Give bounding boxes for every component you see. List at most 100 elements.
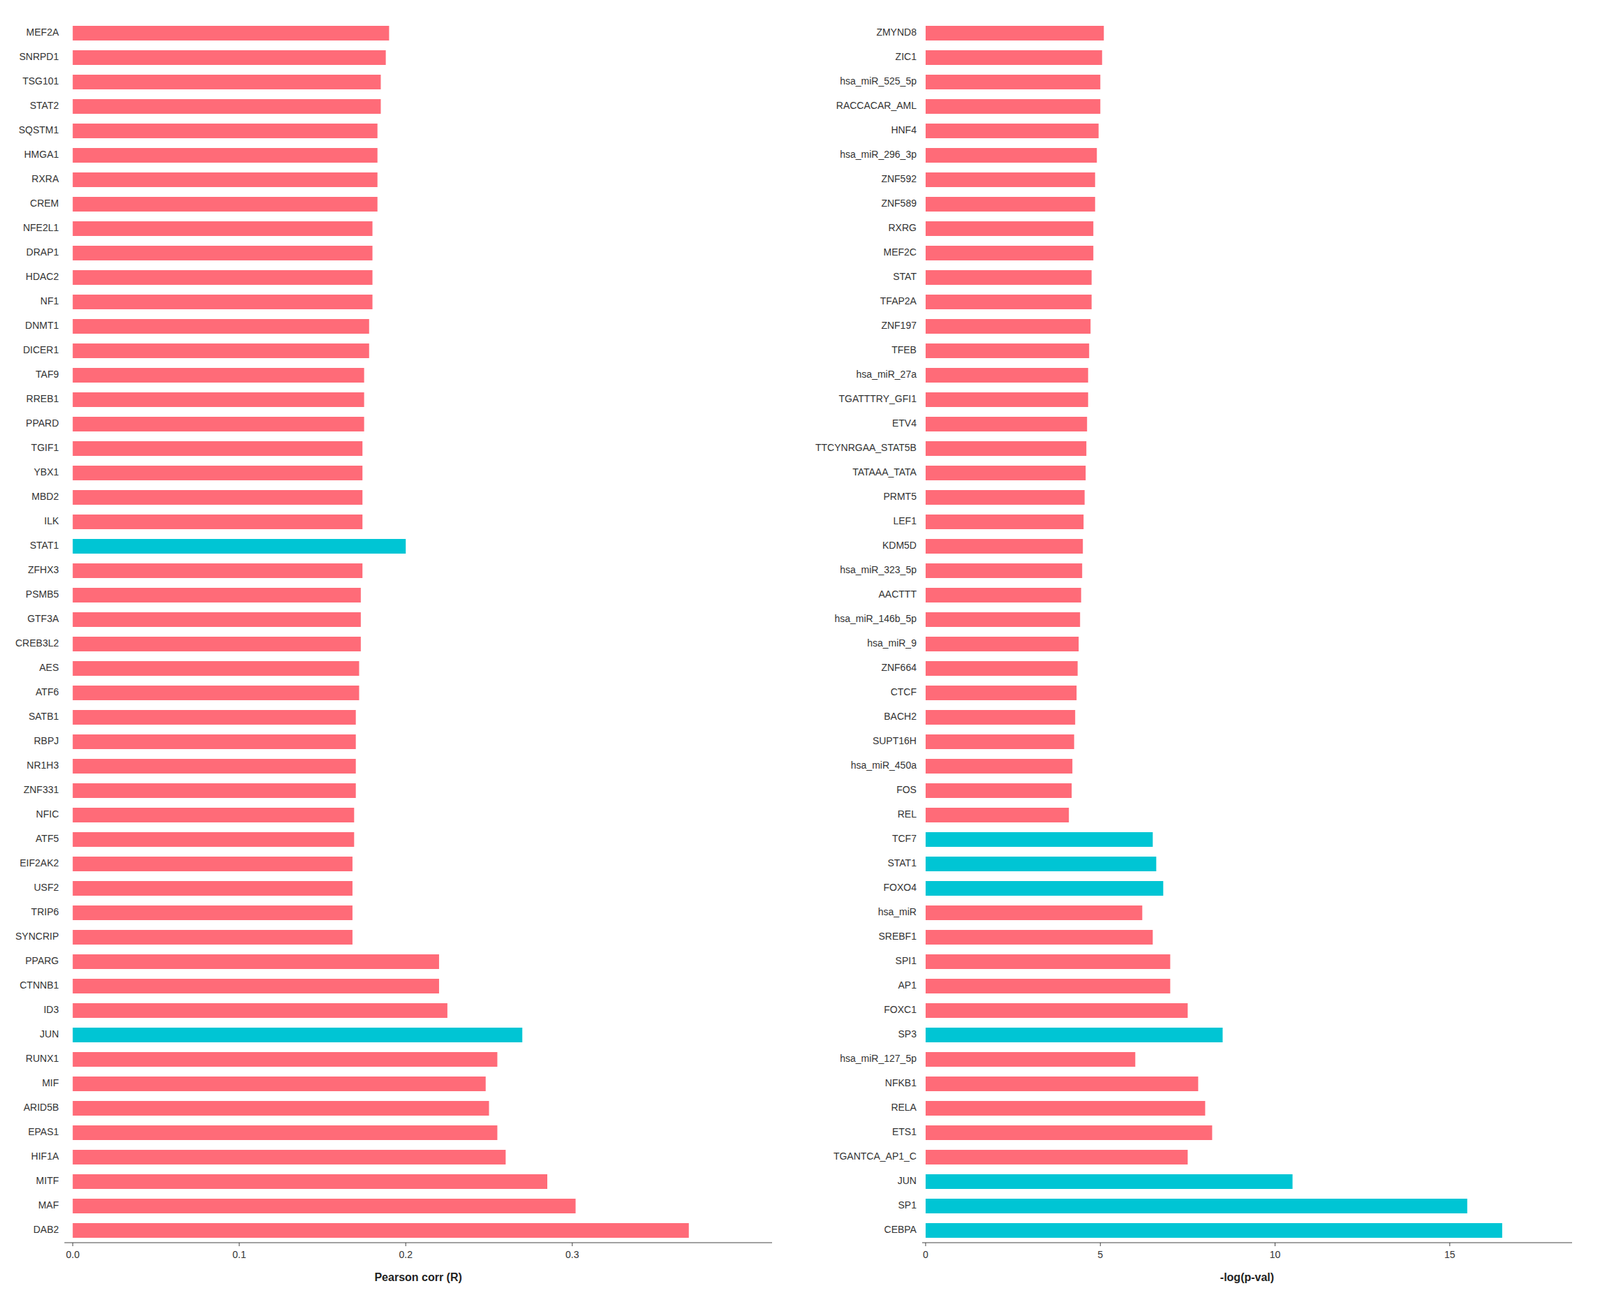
bar [925, 172, 1096, 188]
bar [72, 709, 356, 725]
bar [925, 1052, 1136, 1067]
bar [925, 25, 1104, 41]
y-tick-label: FOXO4 [883, 881, 917, 893]
bar [72, 587, 361, 603]
bar [925, 734, 1075, 750]
x-tick-label: 0.0 [65, 1248, 80, 1261]
bar [925, 245, 1094, 261]
y-tick-label: ZMYND8 [876, 26, 917, 38]
y-tick-label: ZNF592 [880, 173, 917, 185]
y-tick-label: AACTTT [878, 588, 918, 600]
bar [72, 1149, 506, 1165]
y-tick-label: MBD2 [31, 490, 59, 502]
bar [72, 1198, 576, 1214]
y-tick-label: NFE2L1 [23, 221, 60, 234]
x-tick-label: 0 [922, 1248, 929, 1261]
bar [72, 685, 359, 701]
x-tick-label: 15 [1444, 1248, 1456, 1261]
x-tick-label: 10 [1269, 1248, 1281, 1261]
bar [925, 1003, 1188, 1018]
bar [925, 1027, 1223, 1043]
y-tick-label: hsa_miR_27a [856, 368, 918, 380]
y-tick-label: TAF9 [35, 368, 59, 380]
bar [72, 514, 363, 530]
y-tick-label: hsa_miR_323_5p [839, 564, 917, 576]
bar [925, 587, 1082, 603]
y-tick-label: TGIF1 [31, 441, 60, 454]
y-tick-label: FOXC1 [883, 1003, 917, 1016]
y-tick-label: hsa_miR_296_3p [839, 148, 917, 160]
y-tick-label: ETS1 [892, 1126, 917, 1138]
bar [925, 1198, 1468, 1214]
y-tick-label: KDM5D [882, 539, 917, 551]
y-tick-label: SREBF1 [878, 930, 917, 942]
bar [72, 25, 389, 41]
y-tick-label: RXRG [888, 221, 917, 234]
bar [72, 221, 373, 236]
bar [925, 612, 1080, 627]
y-tick-label: RELA [890, 1101, 917, 1113]
bar [925, 74, 1101, 90]
y-tick-label: TFEB [891, 344, 917, 356]
bar [925, 1149, 1188, 1165]
bar [72, 270, 373, 285]
y-tick-label: STAT2 [30, 99, 60, 111]
bar [925, 1174, 1293, 1189]
bar [925, 319, 1091, 334]
y-tick-label: NFIC [36, 808, 60, 820]
y-tick-label: ZNF589 [880, 197, 917, 209]
y-tick-label: MEF2A [26, 26, 60, 38]
bar [72, 1100, 489, 1116]
y-tick-label: RACCACAR_AML [836, 99, 917, 111]
y-tick-label: MAF [38, 1199, 60, 1211]
bar [72, 612, 361, 627]
y-tick-label: SQSTM1 [18, 124, 60, 136]
y-tick-label: ZIC1 [895, 50, 918, 63]
bar [72, 147, 378, 163]
bar [72, 245, 373, 261]
x-tick [1100, 1242, 1101, 1247]
y-tick-label: TTCYNRGAA_STAT5B [815, 441, 917, 454]
bar [72, 392, 364, 407]
background [0, 0, 1600, 1309]
y-tick-label: DNMT1 [25, 319, 59, 331]
bar [925, 880, 1164, 896]
bar [72, 50, 386, 65]
x-tick [571, 1242, 573, 1247]
y-tick-label: AES [39, 661, 59, 673]
y-tick-label: ZFHX3 [27, 564, 60, 576]
bar [925, 685, 1077, 701]
bar [72, 1027, 523, 1043]
panel: 0.00.10.20.3MEF2ASNRPD1TSG101STAT2SQSTM1… [15, 25, 773, 1284]
y-tick-label: STAT1 [30, 539, 60, 551]
y-tick-label: YBX1 [33, 466, 59, 478]
y-tick-label: PPARD [25, 417, 59, 429]
bar [72, 294, 373, 310]
y-tick-label: TGATTTRY_GFI1 [838, 393, 917, 405]
bar [72, 905, 353, 921]
y-tick-label: STAT1 [887, 857, 917, 869]
y-tick-label: ETV4 [892, 417, 917, 429]
y-tick-label: CTNNB1 [19, 979, 59, 991]
y-tick-label: hsa_miR_127_5p [839, 1052, 917, 1064]
y-tick-label: SP1 [897, 1199, 917, 1211]
x-tick [1449, 1242, 1450, 1247]
y-tick-label: NFKB1 [885, 1077, 917, 1089]
x-tick [924, 1242, 926, 1247]
bar [72, 319, 370, 334]
bar [72, 734, 356, 750]
y-tick-label: hsa_miR_146b_5p [834, 612, 917, 625]
bar [925, 343, 1090, 359]
y-tick-label: TATAAA_TATA [852, 466, 917, 478]
y-tick-label: CTCF [890, 686, 917, 698]
y-tick-label: TFAP2A [880, 295, 918, 307]
bar [72, 636, 361, 652]
bars [72, 25, 690, 1238]
y-tick-label: SATB1 [28, 710, 60, 722]
bar [925, 416, 1087, 432]
y-tick-label: ZNF664 [880, 661, 917, 673]
y-tick-label: hsa_miR_525_5p [839, 75, 917, 87]
y-tick-label: CEBPA [884, 1223, 918, 1235]
bar [72, 1076, 486, 1092]
bar [925, 1100, 1205, 1116]
